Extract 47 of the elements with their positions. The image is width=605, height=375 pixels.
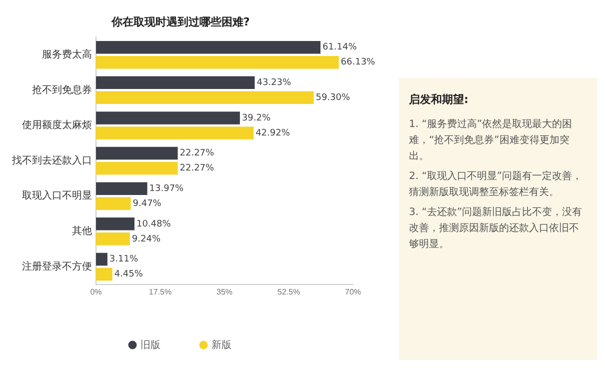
y-tick-label: 服务费太高 xyxy=(42,48,92,60)
data-label: 10.48% xyxy=(136,219,172,230)
bar xyxy=(96,76,255,90)
data-label: 66.13% xyxy=(340,58,376,68)
bar xyxy=(96,182,148,195)
y-tick-label: 取现入口不明显 xyxy=(22,190,92,202)
data-label: 13.97% xyxy=(149,184,184,194)
data-label: 61.14% xyxy=(322,42,358,53)
bar xyxy=(96,146,178,160)
bar xyxy=(96,56,339,69)
text: 启发和期望: xyxy=(409,92,470,107)
data-label: 9.24% xyxy=(132,234,161,244)
data-label: 59.30% xyxy=(316,93,350,104)
data-label: 3.11% xyxy=(109,254,138,265)
bar xyxy=(96,232,130,246)
data-label: 42.92% xyxy=(256,128,290,138)
x-tick-label: 0% xyxy=(90,287,102,296)
bar xyxy=(96,268,112,281)
text: 1. “服务费过高”依然是取现最大的困难，“抢不到免息券”困难变得更加突出。 xyxy=(409,118,574,164)
y-tick-label: 其他 xyxy=(72,225,92,238)
y-tick-label: 使用额度太麻烦 xyxy=(22,119,92,132)
x-tick-label: 17.5% xyxy=(148,287,172,296)
bar xyxy=(96,40,320,54)
bar xyxy=(96,197,131,210)
y-tick-label: 注册登录不方便 xyxy=(22,260,92,272)
data-label: 22.27% xyxy=(180,148,215,159)
text: 2. “取现入口不明显”问题有一定改善，猜测新版取现调整至标签栏有关。 xyxy=(409,170,584,200)
data-label: 22.27% xyxy=(180,164,215,174)
chart-title: 你在取现时遇到过哪些困难? xyxy=(110,15,250,28)
text: 3. “去还款”问题新旧版占比不变，没有改善，推测原因新版的还款入口依旧不够明显。 xyxy=(409,206,584,252)
bar xyxy=(96,218,134,230)
data-label: 43.23% xyxy=(256,78,292,88)
bar xyxy=(96,162,178,175)
data-label: 9.47% xyxy=(132,198,162,209)
legend-label: 新版 xyxy=(212,338,232,351)
legend-label: 旧版 xyxy=(140,338,160,351)
x-tick-label: 35% xyxy=(216,287,233,296)
bar xyxy=(96,126,254,140)
bar xyxy=(96,252,108,266)
y-tick-label: 找不到去还款入口 xyxy=(11,154,92,166)
y-tick-label: 抢不到免息券 xyxy=(32,84,92,96)
bar xyxy=(96,112,240,124)
data-label: 39.2% xyxy=(242,113,271,124)
bar xyxy=(96,91,314,104)
data-label: 4.45% xyxy=(114,270,144,280)
x-tick-label: 70% xyxy=(344,287,362,296)
x-tick-label: 52.5% xyxy=(277,287,300,296)
